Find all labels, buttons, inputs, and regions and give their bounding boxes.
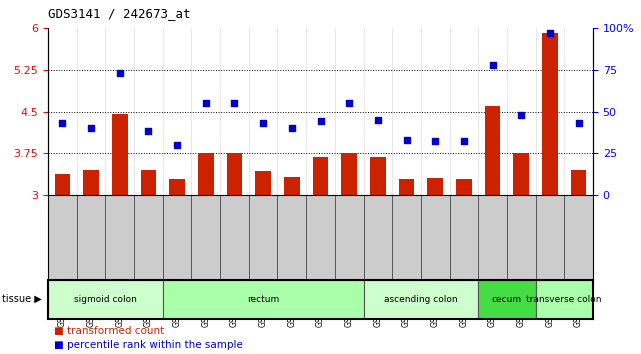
Point <box>172 142 182 148</box>
Text: sigmoid colon: sigmoid colon <box>74 295 137 304</box>
Bar <box>169 179 185 354</box>
Bar <box>570 170 587 354</box>
Text: ■ transformed count: ■ transformed count <box>54 326 165 336</box>
Bar <box>370 157 386 354</box>
Point <box>115 70 125 76</box>
Bar <box>478 280 536 319</box>
Bar <box>163 280 363 319</box>
Point <box>372 117 383 123</box>
Bar <box>363 280 478 319</box>
Bar <box>226 153 242 354</box>
Point <box>430 139 440 144</box>
Point <box>545 30 555 36</box>
Text: GDS3141 / 242673_at: GDS3141 / 242673_at <box>48 7 190 20</box>
Bar <box>341 153 357 354</box>
Point <box>258 120 269 126</box>
Text: ■ percentile rank within the sample: ■ percentile rank within the sample <box>54 340 244 350</box>
Bar <box>456 179 472 354</box>
Bar <box>54 173 71 354</box>
Bar <box>536 280 593 319</box>
Bar <box>140 170 156 354</box>
Bar <box>112 114 128 354</box>
Point <box>144 129 154 134</box>
Bar <box>284 177 300 354</box>
Point <box>57 120 67 126</box>
Point <box>86 125 96 131</box>
Point <box>574 120 584 126</box>
Bar <box>428 178 443 354</box>
Text: cecum: cecum <box>492 295 522 304</box>
Point <box>315 119 326 124</box>
Text: transverse colon: transverse colon <box>526 295 602 304</box>
Point <box>401 137 412 143</box>
Bar <box>313 157 328 354</box>
Point <box>201 101 211 106</box>
Text: rectum: rectum <box>247 295 279 304</box>
Point <box>516 112 526 118</box>
Point <box>287 125 297 131</box>
Bar <box>542 33 558 354</box>
Point <box>459 139 469 144</box>
Bar <box>255 171 271 354</box>
Bar <box>198 153 213 354</box>
Bar <box>513 153 529 354</box>
Bar <box>485 106 501 354</box>
Bar <box>399 179 415 354</box>
Point <box>229 101 240 106</box>
Bar <box>48 280 163 319</box>
Point <box>487 62 497 68</box>
Text: ascending colon: ascending colon <box>384 295 458 304</box>
Bar <box>83 170 99 354</box>
Point <box>344 101 354 106</box>
Text: tissue ▶: tissue ▶ <box>2 294 42 304</box>
